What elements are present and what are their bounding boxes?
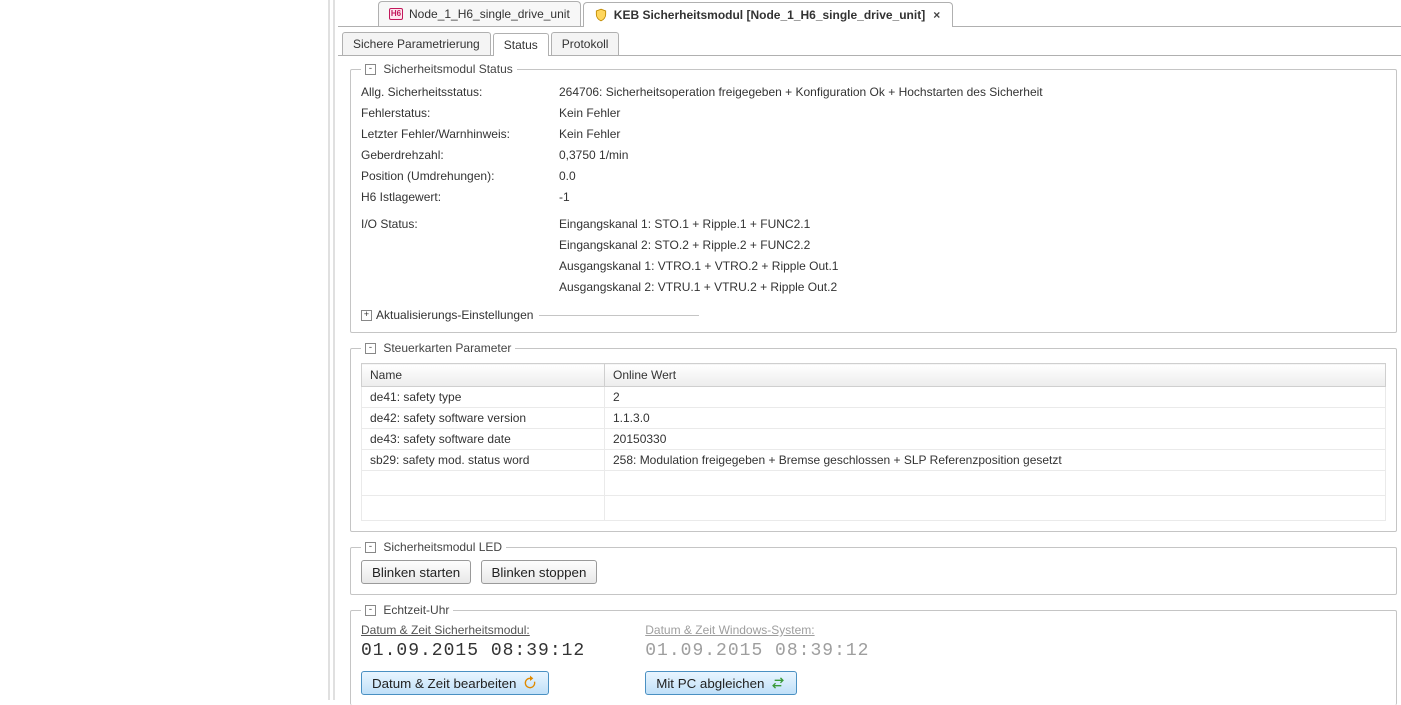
doc-tab-active[interactable]: KEB Sicherheitsmodul [Node_1_H6_single_d… <box>583 2 953 27</box>
cell-name: de42: safety software version <box>362 408 605 429</box>
section-legend: - Sicherheitsmodul LED <box>361 540 506 554</box>
label-last-error: Letzter Fehler/Warnhinweis: <box>361 124 559 145</box>
section-title: Echtzeit-Uhr <box>383 603 449 617</box>
collapse-icon[interactable]: - <box>365 542 376 553</box>
value-speed: 0,3750 1/min <box>559 145 628 166</box>
params-table: Name Online Wert de41: safety type 2 de4… <box>361 363 1386 521</box>
section-led: - Sicherheitsmodul LED Blinken starten B… <box>350 540 1397 595</box>
tab-status[interactable]: Status <box>493 33 549 56</box>
table-row: de41: safety type 2 <box>362 387 1386 408</box>
sync-icon <box>770 675 786 691</box>
section-params: - Steuerkarten Parameter Name Online Wer… <box>350 341 1397 532</box>
collapse-icon[interactable]: - <box>365 605 376 616</box>
blink-start-button[interactable]: Blinken starten <box>361 560 471 584</box>
table-row <box>362 471 1386 496</box>
clock-time-windows: 01.09.2015 08:39:12 <box>645 641 869 661</box>
io-line: Eingangskanal 2: STO.2 + Ripple.2 + FUNC… <box>559 235 838 256</box>
label-allg: Allg. Sicherheitsstatus: <box>361 82 559 103</box>
value-h6: -1 <box>559 187 570 208</box>
cell-value: 2 <box>605 387 1386 408</box>
section-legend: - Sicherheitsmodul Status <box>361 62 517 76</box>
value-allg: 264706: Sicherheitsoperation freigegeben… <box>559 82 1043 103</box>
value-last-error: Kein Fehler <box>559 124 620 145</box>
nested-update-settings: + Aktualisierungs-Einstellungen <box>361 308 1386 322</box>
cell-value: 20150330 <box>605 429 1386 450</box>
table-row <box>362 496 1386 521</box>
clock-header-module: Datum & Zeit Sicherheitsmodul: <box>361 623 585 637</box>
label-fehler: Fehlerstatus: <box>361 103 559 124</box>
button-label: Blinken starten <box>372 565 460 580</box>
clock-windows: Datum & Zeit Windows-System: 01.09.2015 … <box>645 623 869 695</box>
blink-stop-button[interactable]: Blinken stoppen <box>481 560 598 584</box>
doc-tab-label: Node_1_H6_single_drive_unit <box>409 7 570 21</box>
label-io: I/O Status: <box>361 214 559 298</box>
expand-icon[interactable]: + <box>361 310 372 321</box>
edit-datetime-button[interactable]: Datum & Zeit bearbeiten <box>361 671 549 695</box>
io-line: Ausgangskanal 1: VTRO.1 + VTRO.2 + Rippl… <box>559 256 838 277</box>
cell-name: de41: safety type <box>362 387 605 408</box>
tab-parametrierung[interactable]: Sichere Parametrierung <box>342 32 491 55</box>
close-icon[interactable]: × <box>931 8 942 22</box>
collapse-icon[interactable]: - <box>365 64 376 75</box>
sync-pc-button[interactable]: Mit PC abgleichen <box>645 671 797 695</box>
value-fehler: Kein Fehler <box>559 103 620 124</box>
col-header-value[interactable]: Online Wert <box>605 364 1386 387</box>
sub-tab-label: Sichere Parametrierung <box>353 37 480 51</box>
doc-tab-inactive[interactable]: H6 Node_1_H6_single_drive_unit <box>378 1 581 26</box>
document-tab-bar: H6 Node_1_H6_single_drive_unit KEB Siche… <box>338 0 1401 27</box>
io-line: Eingangskanal 1: STO.1 + Ripple.1 + FUNC… <box>559 214 838 235</box>
section-title: Steuerkarten Parameter <box>383 341 511 355</box>
io-line: Ausgangskanal 2: VTRU.1 + VTRU.2 + Rippl… <box>559 277 838 298</box>
section-title: Sicherheitsmodul Status <box>383 62 512 76</box>
clock-header-windows: Datum & Zeit Windows-System: <box>645 623 869 637</box>
clock-time-module: 01.09.2015 08:39:12 <box>361 641 585 661</box>
sub-tab-label: Protokoll <box>562 37 609 51</box>
col-header-name[interactable]: Name <box>362 364 605 387</box>
cell-value: 1.1.3.0 <box>605 408 1386 429</box>
button-label: Datum & Zeit bearbeiten <box>372 676 516 691</box>
value-position: 0.0 <box>559 166 576 187</box>
sub-tab-bar: Sichere Parametrierung Status Protokoll <box>338 29 1401 56</box>
table-row: de43: safety software date 20150330 <box>362 429 1386 450</box>
section-rtc: - Echtzeit-Uhr Datum & Zeit Sicherheitsm… <box>350 603 1397 705</box>
refresh-icon <box>522 675 538 691</box>
value-io: Eingangskanal 1: STO.1 + Ripple.1 + FUNC… <box>559 214 838 298</box>
table-row: de42: safety software version 1.1.3.0 <box>362 408 1386 429</box>
button-label: Mit PC abgleichen <box>656 676 764 691</box>
tab-protokoll[interactable]: Protokoll <box>551 32 620 55</box>
nested-title: Aktualisierungs-Einstellungen <box>376 308 533 322</box>
cell-name: de43: safety software date <box>362 429 605 450</box>
section-legend: - Steuerkarten Parameter <box>361 341 515 355</box>
collapse-icon[interactable]: - <box>365 343 376 354</box>
sub-tab-label: Status <box>504 38 538 52</box>
label-speed: Geberdrehzahl: <box>361 145 559 166</box>
button-label: Blinken stoppen <box>492 565 587 580</box>
section-title: Sicherheitsmodul LED <box>383 540 502 554</box>
shield-icon <box>594 8 608 22</box>
label-h6: H6 Istlagewert: <box>361 187 559 208</box>
section-status: - Sicherheitsmodul Status Allg. Sicherhe… <box>350 62 1397 333</box>
h6-icon: H6 <box>389 7 403 21</box>
section-legend: - Echtzeit-Uhr <box>361 603 453 617</box>
table-row: sb29: safety mod. status word 258: Modul… <box>362 450 1386 471</box>
cell-value: 258: Modulation freigegeben + Bremse ges… <box>605 450 1386 471</box>
doc-tab-label: KEB Sicherheitsmodul [Node_1_H6_single_d… <box>614 8 925 22</box>
clock-module: Datum & Zeit Sicherheitsmodul: 01.09.201… <box>361 623 585 695</box>
cell-name: sb29: safety mod. status word <box>362 450 605 471</box>
label-position: Position (Umdrehungen): <box>361 166 559 187</box>
